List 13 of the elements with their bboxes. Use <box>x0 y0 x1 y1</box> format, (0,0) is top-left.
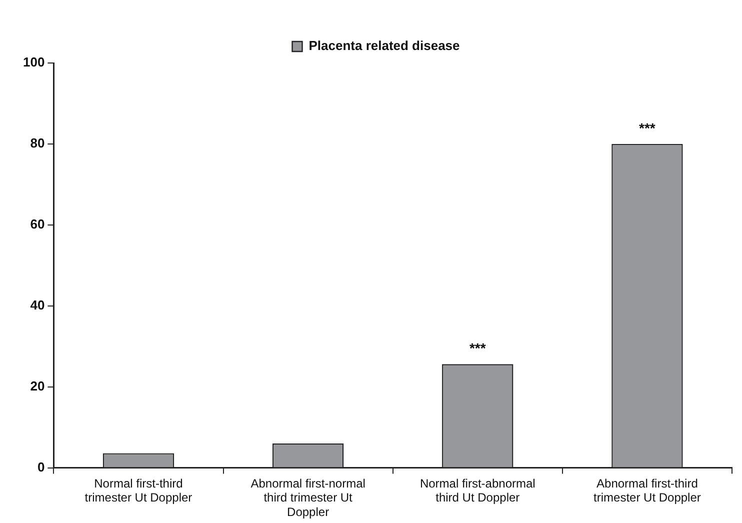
annotation: *** <box>639 120 656 136</box>
x-tick-label: Abnormal first-third trimester Ut Doppler <box>594 476 701 505</box>
y-tick-label: 100 <box>22 54 45 70</box>
x-tick-label: Abnormal first-normal third trimester Ut Doppler <box>250 476 366 520</box>
y-tick-label: 20 <box>30 378 45 394</box>
y-tick-label: 40 <box>30 297 45 312</box>
legend-label: Placenta related disease <box>308 38 460 54</box>
y-tick-label: 80 <box>30 136 45 151</box>
annotation: *** <box>469 340 486 356</box>
x-tick-label: Normal first-abnormal third Ut Doppler <box>420 476 536 505</box>
y-tick-label: 0 <box>37 459 45 474</box>
y-tick-label: 60 <box>30 216 45 232</box>
x-tick-label: Normal first-third trimester Ut Doppler <box>84 476 192 505</box>
